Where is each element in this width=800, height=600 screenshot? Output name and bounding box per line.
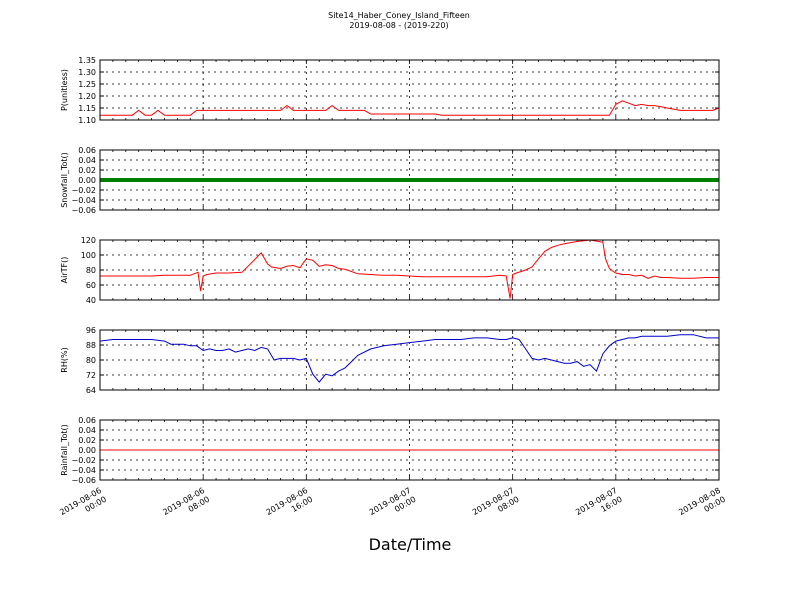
y-tick-label: −0.06: [71, 206, 96, 215]
y-tick-label: 80: [86, 266, 96, 275]
y-axis-label: P(unitless): [60, 69, 69, 111]
y-tick-label: 0.02: [78, 166, 96, 175]
y-tick-label: 120: [81, 236, 96, 245]
y-tick-label: 0.06: [78, 146, 96, 155]
x-tick-label: 2019-08-0800:00: [677, 486, 727, 526]
y-tick-label: 1.25: [78, 80, 96, 89]
y-tick-label: 1.20: [78, 92, 96, 101]
chart-subtitle: 2019-08-08 - (2019-220): [349, 21, 448, 30]
x-axis-ticks: 2019-08-0600:00 2019-08-0608:00 2019-08-06…: [58, 486, 727, 526]
y-tick-label: 0.06: [78, 416, 96, 425]
y-tick-label: 0.00: [78, 446, 96, 455]
panel-3: 40 60 80 100 120 AirTF(): [60, 236, 720, 305]
plot-frame: [99, 329, 720, 391]
y-tick-label: 1.35: [78, 56, 96, 65]
panel-4: 64 72 80 88 96 RH(%): [60, 326, 720, 395]
plot-frame: [99, 239, 720, 301]
x-tick-label: 2019-08-0716:00: [574, 486, 624, 526]
series-line: [100, 239, 719, 299]
y-axis-label: Snowfall_Tot(): [60, 152, 69, 208]
y-tick-label: 80: [86, 356, 96, 365]
y-tick-label: 1.30: [78, 68, 96, 77]
y-axis-label: Rainfall_Tot(): [60, 424, 69, 476]
y-tick-label: 72: [86, 371, 96, 380]
x-tick-label: 2019-08-0616:00: [265, 486, 315, 526]
y-tick-label: −0.06: [71, 476, 96, 485]
y-tick-label: 0.00: [78, 176, 96, 185]
y-tick-label: −0.04: [71, 196, 96, 205]
x-tick-label: 2019-08-0700:00: [368, 486, 418, 526]
x-tick-label: 2019-08-0600:00: [58, 486, 108, 526]
panel-1: 1.10 1.15 1.20 1.25 1.30 1.35 P(unitless): [60, 56, 720, 125]
chart-title: Site14_Haber_Coney_Island_Fifteen: [328, 11, 470, 20]
y-tick-label: 100: [81, 251, 96, 260]
plot-frame: [99, 59, 720, 121]
panel-5: −0.06−0.04−0.020.000.020.040.06 Rainfall_…: [60, 416, 720, 485]
y-tick-label: 64: [86, 386, 96, 395]
x-tick-label: 2019-08-0608:00: [161, 486, 211, 526]
y-tick-label: 1.10: [78, 116, 96, 125]
x-tick-label: 2019-08-0708:00: [471, 486, 521, 526]
y-tick-label: −0.04: [71, 466, 96, 475]
y-tick-label: 0.04: [78, 156, 96, 165]
y-tick-label: 96: [86, 326, 96, 335]
y-tick-label: −0.02: [71, 186, 96, 195]
y-axis-label: AirTF(): [60, 257, 69, 284]
series-line: [99, 334, 719, 383]
y-axis-label: RH(%): [60, 347, 69, 372]
x-axis-label: Date/Time: [369, 535, 452, 554]
y-tick-label: −0.02: [71, 456, 96, 465]
y-tick-label: 0.02: [78, 436, 96, 445]
plot-frame: [99, 419, 720, 481]
y-tick-label: 40: [86, 296, 96, 305]
y-tick-label: 60: [86, 281, 96, 290]
panel-2: −0.06−0.04−0.020.000.020.040.06 Snowfall_…: [60, 146, 720, 215]
series-line: [100, 100, 720, 116]
y-tick-label: 88: [86, 341, 96, 350]
y-tick-label: 0.04: [78, 426, 96, 435]
y-tick-label: 1.15: [78, 104, 96, 113]
panels: 1.10 1.15 1.20 1.25 1.30 1.35 P(unitless) −0.06…: [60, 56, 720, 485]
plot-frame: [99, 149, 720, 211]
